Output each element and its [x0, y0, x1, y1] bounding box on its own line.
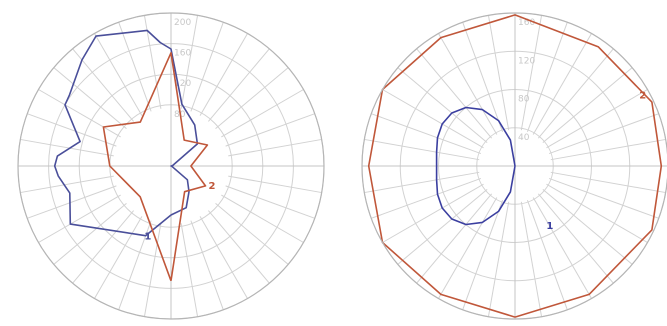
grid-spoke	[215, 202, 289, 265]
series-1-label: 1	[144, 231, 151, 242]
grid-spoke	[27, 113, 117, 147]
grid-spoke	[38, 89, 121, 138]
grid-spoke	[526, 22, 568, 133]
grid-spoke	[53, 202, 127, 265]
grid-spoke	[190, 22, 224, 112]
polar-grid	[17, 12, 325, 320]
grid-spoke	[537, 48, 614, 139]
grid-spoke	[487, 201, 510, 317]
outer-circle	[361, 12, 667, 320]
grid-spoke	[397, 67, 488, 144]
grid-spoke	[225, 113, 315, 147]
grid-spoke	[438, 33, 498, 135]
grid-spoke	[537, 193, 614, 284]
grid-spoke	[118, 22, 152, 112]
series-1-line	[53, 29, 199, 237]
grid-spoke	[487, 15, 510, 131]
grid-spoke	[207, 48, 270, 122]
grid-spoke	[190, 220, 224, 310]
grid-spoke	[550, 138, 666, 161]
radial-tick-label: 200	[174, 18, 191, 28]
grid-spoke	[371, 113, 482, 155]
grid-spoke	[546, 183, 648, 243]
grid-spoke	[94, 33, 143, 116]
grid-spoke	[94, 216, 143, 299]
grid-spoke	[382, 89, 484, 149]
grid-spoke	[364, 171, 480, 194]
grid-spoke	[371, 177, 482, 219]
grid-spoke	[542, 67, 633, 144]
grid-spoke	[416, 48, 493, 139]
series-2-label: 2	[639, 90, 646, 101]
grid-spoke	[397, 188, 488, 265]
grid-spoke	[53, 67, 127, 130]
grid-spoke	[180, 15, 199, 109]
grid-spoke	[27, 185, 117, 219]
grid-spoke	[546, 89, 648, 149]
polar-chart-left: 200 160 120 80 1 2	[0, 0, 334, 322]
grid-spoke	[143, 223, 162, 317]
grid-spoke	[438, 197, 498, 299]
grid-spoke	[520, 15, 543, 131]
grid-spoke	[526, 199, 568, 310]
series-2-label: 2	[208, 181, 215, 192]
grid-spoke	[228, 138, 322, 157]
grid-spoke	[532, 33, 592, 135]
grid-spoke	[38, 194, 121, 243]
grid-spoke	[532, 197, 592, 299]
series-1-line	[435, 106, 516, 226]
grid-spoke	[462, 199, 504, 310]
grid-spoke	[221, 194, 304, 243]
grid-spoke	[72, 48, 135, 122]
grid-spoke	[382, 183, 484, 243]
grid-spoke	[215, 67, 289, 130]
grid-spoke	[20, 175, 114, 194]
radial-tick-label: 40	[518, 133, 530, 143]
polar-chart-right-svg: 160 120 80 40 1 2	[361, 12, 667, 320]
radial-tick-label: 160	[518, 18, 535, 28]
grid-spoke	[548, 177, 659, 219]
grid-spoke	[548, 113, 659, 155]
grid-spoke	[207, 210, 270, 284]
radial-tick-label: 160	[174, 49, 191, 59]
grid-spoke	[416, 193, 493, 284]
grid-spoke	[542, 188, 633, 265]
radial-tick-label: 120	[518, 56, 535, 66]
radial-tick-label: 80	[518, 95, 530, 105]
grid-spoke	[520, 201, 543, 317]
radial-tick-label: 120	[174, 79, 191, 89]
grid-spoke	[550, 171, 666, 194]
grid-spoke	[228, 175, 322, 194]
grid-spoke	[72, 210, 135, 284]
polar-chart-right: 160 120 80 40 1 2	[345, 0, 667, 322]
grid-spoke	[221, 89, 304, 138]
series-2-line	[102, 52, 209, 282]
grid-spoke	[225, 185, 315, 219]
grid-spoke	[462, 22, 504, 133]
grid-spoke	[199, 33, 248, 116]
grid-spoke	[20, 138, 114, 157]
grid-spoke	[199, 216, 248, 299]
series-1-label: 1	[546, 221, 553, 232]
grid-spoke	[364, 138, 480, 161]
outer-circle	[17, 12, 325, 320]
grid-spoke	[180, 223, 199, 317]
